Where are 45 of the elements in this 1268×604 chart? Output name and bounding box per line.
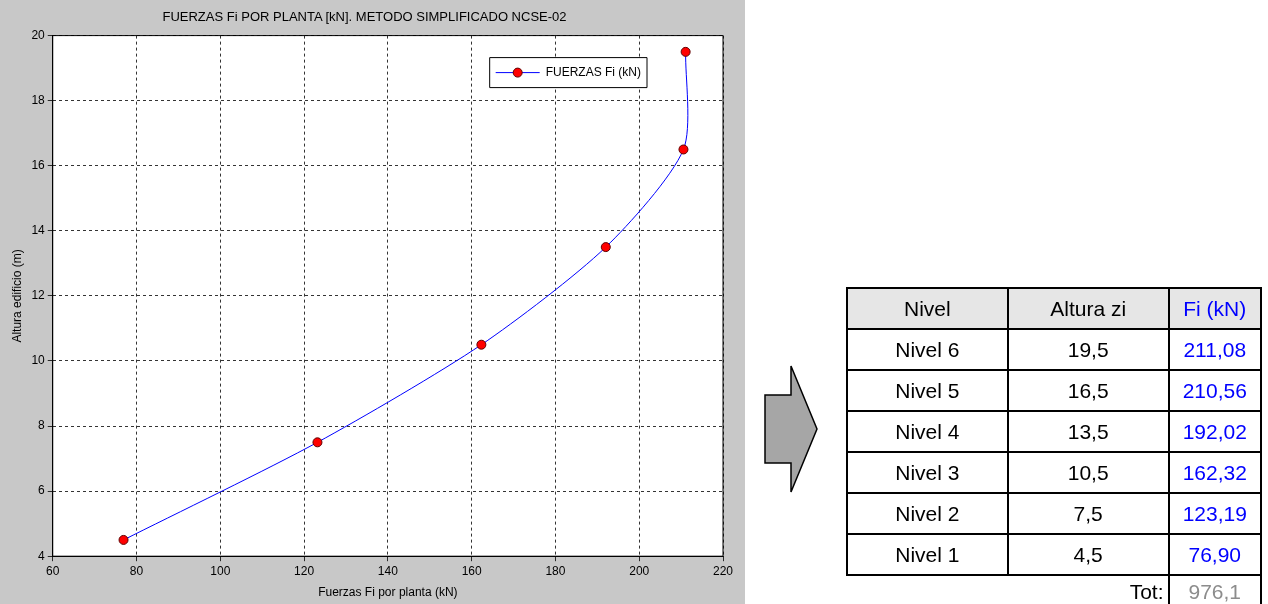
x-tick-label: Altura zi [1007, 288, 1169, 329]
text: 976,1 [1168, 575, 1261, 604]
data-label: 10,5 [1007, 452, 1169, 493]
chart-title: FUERZAS Fi POR PLANTA [kN]. METODO SIMPLIFICADO NCSE-02 [162, 9, 567, 25]
x-tick-label: 200 [629, 563, 650, 578]
y-axis-title: Nivel [847, 288, 1008, 329]
y-tick-label: Nivel 6 [847, 329, 1008, 370]
x-tick-label: 160 [461, 563, 482, 578]
y-tick-label: Nivel 1 [847, 534, 1008, 575]
x-tick-label: 140 [377, 563, 399, 578]
y-tick-label: 16 [31, 158, 46, 173]
data-label: 4,5 [1007, 534, 1169, 575]
y-tick-label: 10 [31, 353, 46, 368]
data-label: 16,5 [1007, 370, 1169, 411]
x-axis-title: Fuerzas Fi por planta (kN) [318, 585, 458, 600]
data-label: 162,32 [1168, 452, 1261, 493]
y-axis-title: Altura edificio (m) [9, 249, 24, 343]
y-tick-label: Nivel 5 [847, 370, 1008, 411]
y-tick-label: 6 [38, 483, 46, 498]
y-tick-label: Nivel 3 [847, 452, 1008, 493]
y-tick-label: 4 [38, 548, 46, 563]
legend-label: FUERZAS Fi (kN) [545, 64, 641, 79]
x-tick-label: 220 [712, 563, 734, 578]
x-tick-label: Fi (kN) [1168, 288, 1261, 329]
y-tick-label: 20 [31, 27, 46, 42]
data-label: 211,08 [1168, 329, 1261, 370]
text: Tot: [1128, 579, 1165, 604]
y-tick-label: 18 [31, 92, 46, 107]
x-tick-label: 80 [129, 563, 144, 578]
data-label: 7,5 [1007, 493, 1169, 534]
y-tick-label: Nivel 4 [847, 411, 1008, 452]
x-tick-label: 60 [46, 563, 60, 578]
y-tick-label: 8 [38, 418, 46, 433]
x-tick-label: 180 [545, 563, 566, 578]
y-tick-label: 14 [31, 223, 46, 238]
data-label: 192,02 [1168, 411, 1261, 452]
y-tick-label: 12 [31, 288, 46, 303]
data-label: 76,90 [1168, 534, 1261, 575]
data-label: 19,5 [1007, 329, 1169, 370]
x-tick-label: 100 [210, 563, 231, 578]
x-tick-label: 120 [294, 563, 315, 578]
data-label: 13,5 [1007, 411, 1169, 452]
data-label: 210,56 [1168, 370, 1261, 411]
y-tick-label: Nivel 2 [847, 493, 1008, 534]
data-label: 123,19 [1168, 493, 1261, 534]
